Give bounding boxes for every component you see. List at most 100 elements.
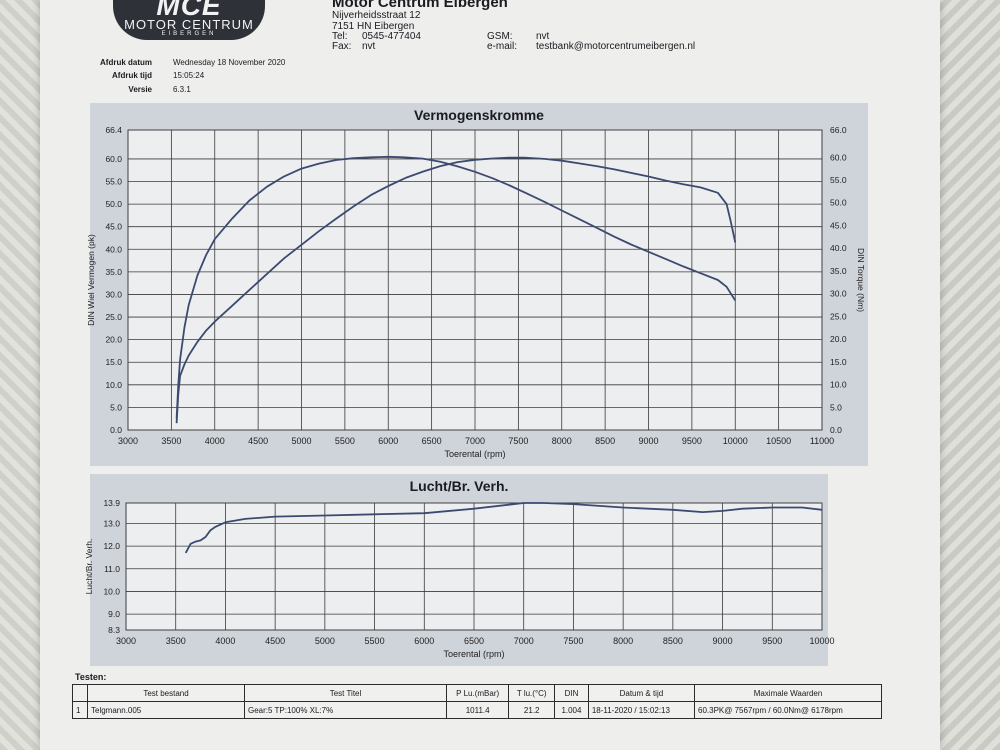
x-tick-label: 5500 [335,436,355,446]
col-max-header: Maximale Waarden [694,684,882,702]
x-tick-label: 9000 [713,636,733,646]
x-tick-label: 8500 [595,436,615,446]
col-datetime-header: Datum & tijd [587,684,696,702]
y-tick-label: 9.0 [108,609,120,619]
x-tick-label: 4000 [205,436,225,446]
y2-tick-label: 45.0 [830,220,847,230]
y-tick-label: 10.0 [105,380,122,390]
cell-datetime: 18-11-2020 / 15:02:13 [587,701,696,719]
x-tick-label: 3000 [116,636,136,646]
x-tick-label: 5500 [365,636,385,646]
y2-tick-label: 35.0 [830,266,847,276]
x-tick-label: 6000 [378,436,398,446]
col-file-header: Test bestand [87,684,245,702]
y-tick-label: 60.0 [105,154,122,164]
address-city: 7151 HN Eibergen [332,21,415,32]
email-value: testbank@motorcentrumeibergen.nl [536,41,696,52]
print-date-label: Afdruk datum [100,58,152,67]
afr-curve-line [184,502,823,554]
x-axis-title: Toerental (rpm) [443,649,504,659]
y-tick-label: 0.0 [110,425,122,435]
y2-axis-title: DIN Torque (Nm) [856,248,866,312]
email-label: e-mail: [487,41,518,52]
y-tick-label: 55.0 [105,177,122,187]
x-tick-label: 5000 [291,436,311,446]
y-tick-label: 8.3 [108,625,120,635]
x-tick-label: 3500 [166,636,186,646]
x-tick-label: 7500 [563,636,583,646]
col-pressure-header: P Lu.(mBar) [445,684,510,702]
tests-table: Test bestand Test Titel P Lu.(mBar) T lu… [72,684,882,719]
x-tick-label: 11000 [810,436,834,446]
tel-value: 0545-477404 [362,31,421,42]
y2-tick-label: 5.0 [830,402,842,412]
power-curve-line [175,156,737,424]
y2-tick-label: 20.0 [830,334,847,344]
version-label: Versie [128,85,152,94]
print-date-value: Wednesday 18 November 2020 [173,58,286,67]
x-tick-label: 3500 [161,436,181,446]
y-tick-label: 12.0 [103,541,120,551]
x-tick-label: 7500 [508,436,528,446]
logo-mark: MCE [156,0,222,21]
y-tick-label: 35.0 [105,267,122,277]
y-tick-label: 40.0 [105,244,122,254]
col-title-header: Test Titel [244,684,447,702]
power-chart-title: Vermogenskromme [414,107,544,123]
x-tick-label: 5000 [315,636,335,646]
x-tick-label: 3000 [118,436,138,446]
y2-tick-label: 0.0 [830,425,842,435]
y-tick-label: 5.0 [110,402,122,412]
print-time-value: 15:05:24 [173,71,205,80]
cell-file: Telgmann.005 [87,701,245,719]
logo-subtitle: EIBERGEN [161,31,217,37]
cell-index: 1 [72,701,88,719]
cell-pressure: 1011.4 [445,701,510,719]
x-tick-label: 9500 [762,636,782,646]
y2-tick-label: 25.0 [830,311,847,321]
y-tick-label: 15.0 [105,357,122,367]
fax-value: nvt [362,41,376,52]
x-tick-label: 4500 [248,436,268,446]
x-tick-label: 8000 [613,636,633,646]
x-tick-label: 9000 [638,436,658,446]
tel-label: Tel: [332,31,348,42]
x-tick-label: 7000 [514,636,534,646]
tests-title: Testen: [75,672,107,682]
y-tick-label: 10.0 [103,586,120,596]
y2-tick-label: 50.0 [830,198,847,208]
x-tick-label: 6500 [464,636,484,646]
power-torque-chart: 3000 3500 4000 4500 5000 5500 6000 6500 7000 7500… [86,125,866,459]
y2-tick-label: 15.0 [830,357,847,367]
y-tick-label: 50.0 [105,199,122,209]
air-fuel-ratio-chart: 3000 3500 4000 4500 5000 5500 6000 6500 7000 7500… [84,498,835,659]
x-tick-label: 10000 [723,436,748,446]
x-tick-label: 6000 [414,636,434,646]
company-name: Motor Centrum Eibergen [332,0,508,11]
col-index-header [72,684,88,702]
y2-tick-label: 55.0 [830,175,847,185]
y2-tick-label: 30.0 [830,289,847,299]
y2-tick-label: 66.0 [830,125,847,135]
x-axis-title: Toerental (rpm) [444,449,505,459]
background-cloth-left [0,0,42,750]
x-tick-label: 4000 [215,636,235,646]
x-tick-label: 9500 [682,436,702,446]
y-tick-label: 13.0 [103,518,120,528]
y-tick-label: 45.0 [105,222,122,232]
y2-tick-label: 60.0 [830,152,847,162]
y-axis-title: Lucht/Br. Verh. [84,539,94,595]
fax-label: Fax: [332,41,352,52]
x-tick-label: 6500 [422,436,442,446]
version-value: 6.3.1 [173,85,191,94]
cell-title: Gear:5 TP:100% XL:7% [244,701,447,719]
tests-header-row: Test bestand Test Titel P Lu.(mBar) T lu… [72,684,882,702]
logo-name: MOTOR CENTRUM [124,17,254,32]
x-tick-label: 8000 [552,436,572,446]
y-tick-label: 20.0 [105,335,122,345]
table-row[interactable]: 1 Telgmann.005 Gear:5 TP:100% XL:7% 1011… [72,701,882,719]
y-tick-label: 13.9 [103,498,120,508]
cell-din: 1.004 [554,701,589,719]
address-street: Nijverheidsstraat 12 [332,10,421,21]
y-tick-label: 11.0 [104,564,120,574]
